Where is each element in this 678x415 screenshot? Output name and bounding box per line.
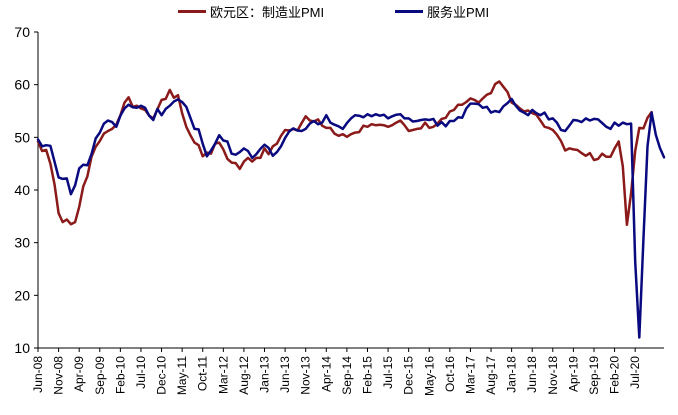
x-tick-label: Oct-11: [196, 356, 210, 391]
x-tick-label: Feb-10: [113, 356, 127, 394]
x-tick-label: Jul-20: [628, 356, 642, 389]
x-tick-label: May-11: [175, 356, 189, 395]
x-tick-label: Jun-08: [31, 356, 45, 393]
legend: 欧元区：制造业PMI 服务业PMI: [0, 2, 678, 22]
legend-label-manufacturing: 欧元区：制造业PMI: [210, 5, 325, 20]
x-tick-label: Apr-09: [72, 356, 86, 392]
x-tick-label: Sep-19: [587, 356, 601, 395]
x-tick-label: Jun-18: [525, 356, 539, 393]
x-tick-label: Oct-16: [443, 356, 457, 392]
y-tick-label: 30: [14, 235, 30, 251]
x-tick-label: Jul-15: [381, 356, 395, 389]
x-tick-label: May-16: [422, 356, 436, 396]
series-line-services: [36, 97, 666, 339]
y-tick-label: 70: [14, 24, 30, 40]
x-tick-label: Nov-13: [299, 356, 313, 395]
y-tick-label: 10: [14, 340, 30, 356]
x-tick-label: Feb-20: [608, 356, 622, 394]
legend-item-services: 服务业PMI: [395, 2, 489, 21]
x-tick-label: Sep-14: [340, 356, 354, 395]
x-tick-label: Feb-15: [360, 356, 374, 394]
x-tick-label: Apr-19: [566, 356, 580, 392]
x-tick-label: Apr-14: [319, 356, 333, 392]
x-tick-label: Mar-12: [216, 356, 230, 394]
y-tick-label: 60: [14, 77, 30, 93]
x-tick-label: Dec-10: [155, 356, 169, 395]
x-tick-label: Nov-18: [546, 356, 560, 395]
x-tick-label: Mar-17: [463, 356, 477, 394]
y-tick-label: 50: [14, 129, 30, 145]
x-tick-label: Jul-10: [134, 356, 148, 389]
legend-swatch-services: [395, 10, 423, 13]
x-tick-label: Jan-13: [258, 356, 272, 393]
x-tick-label: Aug-12: [237, 356, 251, 395]
legend-swatch-manufacturing: [178, 10, 206, 13]
x-tick-label: Jan-18: [505, 356, 519, 393]
y-tick-label: 20: [14, 287, 30, 303]
x-tick-label: Sep-09: [93, 356, 107, 395]
x-tick-label: Dec-15: [402, 356, 416, 395]
series-line-manufacturing: [36, 80, 653, 227]
x-tick-label: Aug-17: [484, 356, 498, 395]
legend-label-services: 服务业PMI: [427, 5, 490, 20]
y-tick-label: 40: [14, 182, 30, 198]
legend-item-manufacturing: 欧元区：制造业PMI: [178, 2, 324, 21]
x-tick-label: Nov-08: [52, 356, 66, 395]
x-tick-label: Jun-13: [278, 356, 292, 393]
